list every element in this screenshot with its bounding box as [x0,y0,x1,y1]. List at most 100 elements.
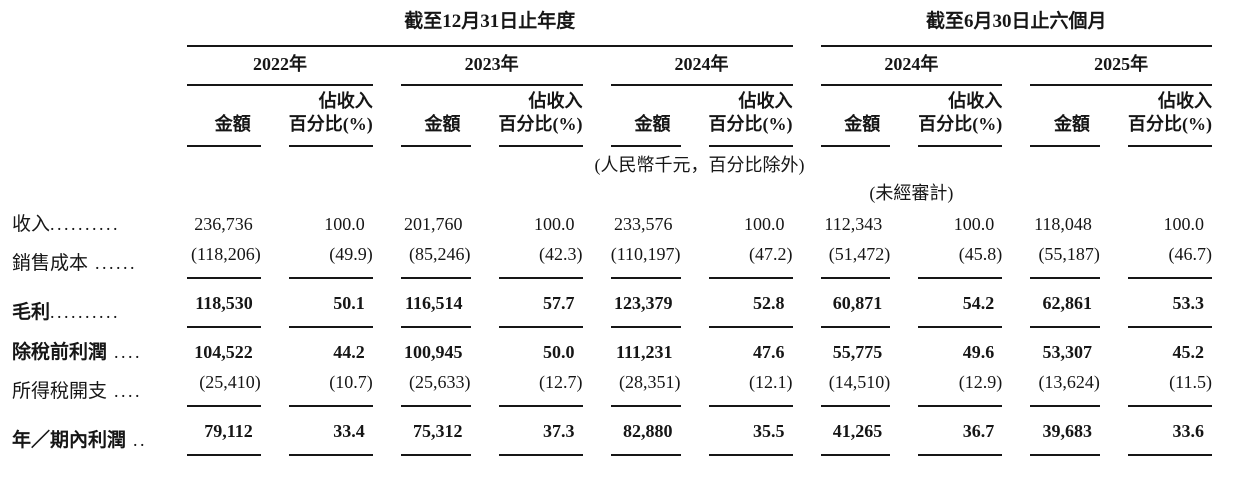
table-row-cost-of-sales: 銷售成本 ...... (118,206) (49.9) (85,246) (4… [12,240,1212,279]
dot-leader: .... [107,381,143,401]
cell-value: (49.9) [288,240,373,279]
dot-leader: .......... [50,214,121,234]
row-label: 收入.......... [12,214,121,235]
cell-value: (45.8) [918,240,1003,279]
cell-value: 100.0 [953,214,995,234]
row-label: 銷售成本 ...... [12,253,138,274]
pct-header-line1: 佔收入 [318,91,373,111]
cell-value: 50.0 [543,342,575,362]
cell-value: 52.8 [708,279,793,328]
pct-column-header: 佔收入 百分比(%) [1127,86,1212,147]
cell-value: 53,307 [1042,342,1092,362]
cell-value: 39,683 [1030,407,1100,456]
unaudited-note: (未經審計) [869,183,954,203]
cell-value: 118,530 [187,279,261,328]
cell-value: 82,880 [610,407,681,456]
year-header-2022: 2022年 [187,47,373,86]
financial-summary-table: 截至12月31日止年度 截至6月30日止六個月 2022年 2023年 2024… [0,2,1240,456]
dot-leader: ...... [88,253,138,273]
row-label: 毛利.......... [12,302,121,323]
year-header-interim-2024: 2024年 [820,47,1003,86]
cell-value: 60,871 [820,279,891,328]
table-row-income-tax-expense: 所得稅開支 .... (25,410) (10.7) (25,633) (12.… [12,368,1212,407]
year-header-row: 2022年 2023年 2024年 2024年 2025年 [12,47,1212,86]
cell-value: (12.1) [708,368,793,407]
cell-value: 111,231 [616,342,673,362]
cell-value: 201,760 [404,214,463,234]
pct-header-line1: 佔收入 [738,91,793,111]
cell-value: 49.6 [962,342,995,362]
cell-value: (11.5) [1127,368,1212,407]
cell-value: 233,576 [614,214,673,234]
cell-value: 45.2 [1172,342,1205,362]
table-row-profit-for-period: 年／期內利潤 .. 79,112 33.4 75,312 37.3 82,880… [12,407,1212,456]
dot-leader: .......... [50,302,121,322]
cell-value: 100.0 [1163,214,1205,234]
amount-column-header: 金額 [400,86,471,147]
pct-header-line2: 百分比(%) [708,114,793,134]
cell-value: 33.4 [288,407,373,456]
year-header-2023: 2023年 [400,47,583,86]
cell-value: 54.2 [918,279,1003,328]
cell-value: 50.1 [288,279,373,328]
units-note: (人民幣千元，百分比除外) [594,155,805,175]
dot-leader: .... [107,342,143,362]
pct-column-header: 佔收入百分比(%) [708,86,793,147]
cell-value: 112,343 [824,214,883,234]
cell-value: (110,197) [610,240,681,279]
cell-value: 116,514 [400,279,471,328]
year-header-interim-2025: 2025年 [1030,47,1212,86]
period-header-row: 截至12月31日止年度 截至6月30日止六個月 [12,2,1212,47]
pct-header-line2: 百分比(%) [288,114,373,134]
cell-value: (28,351) [610,368,681,407]
cell-value: (85,246) [400,240,471,279]
cell-value: 55,775 [832,342,883,362]
cell-value: 100.0 [744,214,785,234]
cell-value: 118,048 [1034,214,1092,234]
cell-value: 36.7 [918,407,1003,456]
pct-column-header: 佔收入百分比(%) [918,86,1003,147]
cell-value: (12.7) [498,368,583,407]
amount-column-header: 金額 [187,86,261,147]
cell-value: 79,112 [187,407,261,456]
cell-value: 100.0 [534,214,575,234]
amount-column-header: 金額 [1030,86,1100,147]
pct-header-line2: 百分比(%) [918,114,1003,134]
table-row-revenue: 收入.......... 236,736 100.0 201,760 100.0… [12,210,1212,240]
cell-value: 53.3 [1127,279,1212,328]
cell-value: (25,410) [187,368,261,407]
year-header-2024: 2024年 [610,47,793,86]
unaudited-note-row: (未經審計) [12,178,1212,210]
cell-value: (12.9) [918,368,1003,407]
pct-header-line2: 百分比(%) [498,114,583,134]
pct-column-header: 佔收入百分比(%) [288,86,373,147]
pct-header-line1: 佔收入 [948,91,1003,111]
row-label: 年／期內利潤 .. [12,430,148,451]
pct-column-header: 佔收入百分比(%) [498,86,583,147]
cell-value: 104,522 [194,342,253,362]
pct-header-line1: 佔收入 [528,91,583,111]
amount-column-header: 金額 [610,86,681,147]
cell-value: 37.3 [498,407,583,456]
cell-value: 100,945 [404,342,463,362]
row-label: 所得稅開支 .... [12,381,143,402]
row-label: 除稅前利潤 .... [12,342,143,363]
cell-value: 41,265 [820,407,891,456]
cell-value: (10.7) [288,368,373,407]
cell-value: 44.2 [333,342,365,362]
cell-value: (55,187) [1030,240,1100,279]
column-header-row: 金額 佔收入百分比(%) 金額 佔收入百分比(%) 金額 佔收入百分比(%) 金… [12,86,1212,147]
table-row-gross-profit: 毛利.......... 118,530 50.1 116,514 57.7 1… [12,279,1212,328]
cell-value: 236,736 [194,214,253,234]
cell-value: 75,312 [400,407,471,456]
cell-value: (25,633) [400,368,471,407]
cell-value: 57.7 [498,279,583,328]
cell-value: (14,510) [820,368,891,407]
cell-value: 100.0 [324,214,365,234]
cell-value: (47.2) [708,240,793,279]
units-note-row: (人民幣千元，百分比除外) [12,147,1212,178]
pct-header-line2: 百分比(%) [1128,114,1212,134]
cell-value: 35.5 [708,407,793,456]
cell-value: (51,472) [820,240,891,279]
cell-value: (118,206) [187,240,261,279]
